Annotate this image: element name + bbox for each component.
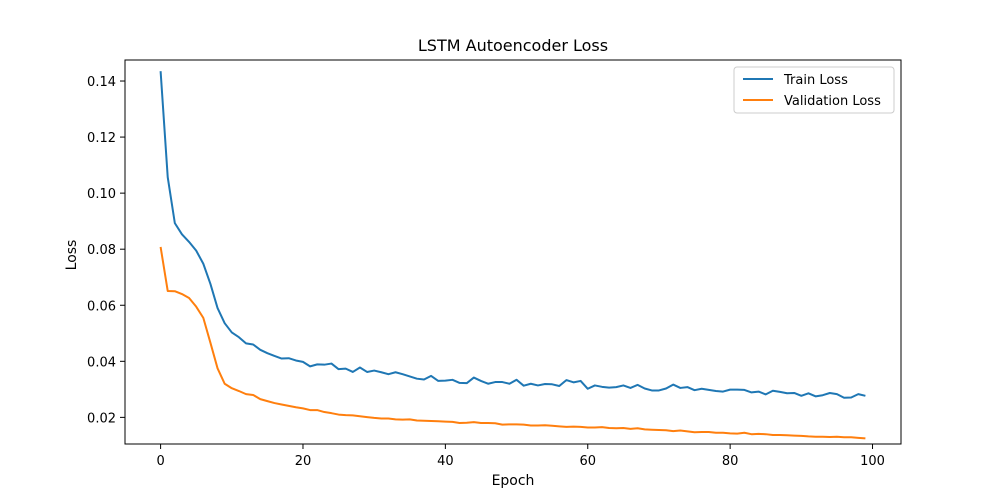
x-axis-label: Epoch [492,473,535,489]
legend-box [733,66,895,114]
y-tick-label: 0.04 [87,355,116,370]
axis-ticks: 0 20 40 60 80 100 0.02 0.04 0.06 0.08 0.10 0.12 0.14 [87,75,885,469]
plot-area [159,71,866,440]
x-tick-label: 0 [156,454,164,469]
x-tick-label: 100 [860,454,885,469]
y-tick-label: 0.10 [87,187,116,202]
legend-validation-loss-label: Validation Loss [784,94,881,109]
axes-frame [124,59,902,445]
y-tick-label: 0.14 [87,75,116,90]
series-line-validation-loss [159,246,866,440]
x-tick-label: 60 [579,454,596,469]
x-tick-label: 40 [437,454,454,469]
y-tick-label: 0.12 [87,131,116,146]
series-line-train-loss [159,71,866,399]
y-axis-label: Loss [64,240,80,271]
y-tick-label: 0.08 [87,243,116,258]
x-tick-label: 20 [295,454,312,469]
legend-train-loss-label: Train Loss [783,73,848,88]
y-tick-label: 0.02 [87,411,116,426]
x-tick-label: 80 [722,454,739,469]
chart-title: LSTM Autoencoder Loss [418,36,608,55]
y-tick-label: 0.06 [87,299,116,314]
legend: Train Loss Validation Loss [733,66,895,114]
